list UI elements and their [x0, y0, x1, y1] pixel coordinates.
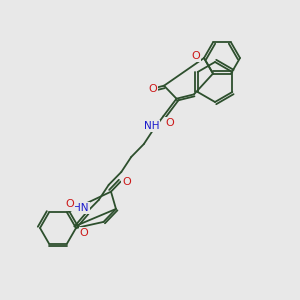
Text: O: O [66, 200, 74, 209]
Text: O: O [80, 228, 88, 238]
Text: O: O [192, 51, 200, 61]
Text: O: O [122, 177, 131, 187]
Text: O: O [148, 84, 157, 94]
Text: HN: HN [74, 203, 89, 213]
Text: NH: NH [144, 121, 160, 131]
Text: O: O [165, 118, 174, 128]
